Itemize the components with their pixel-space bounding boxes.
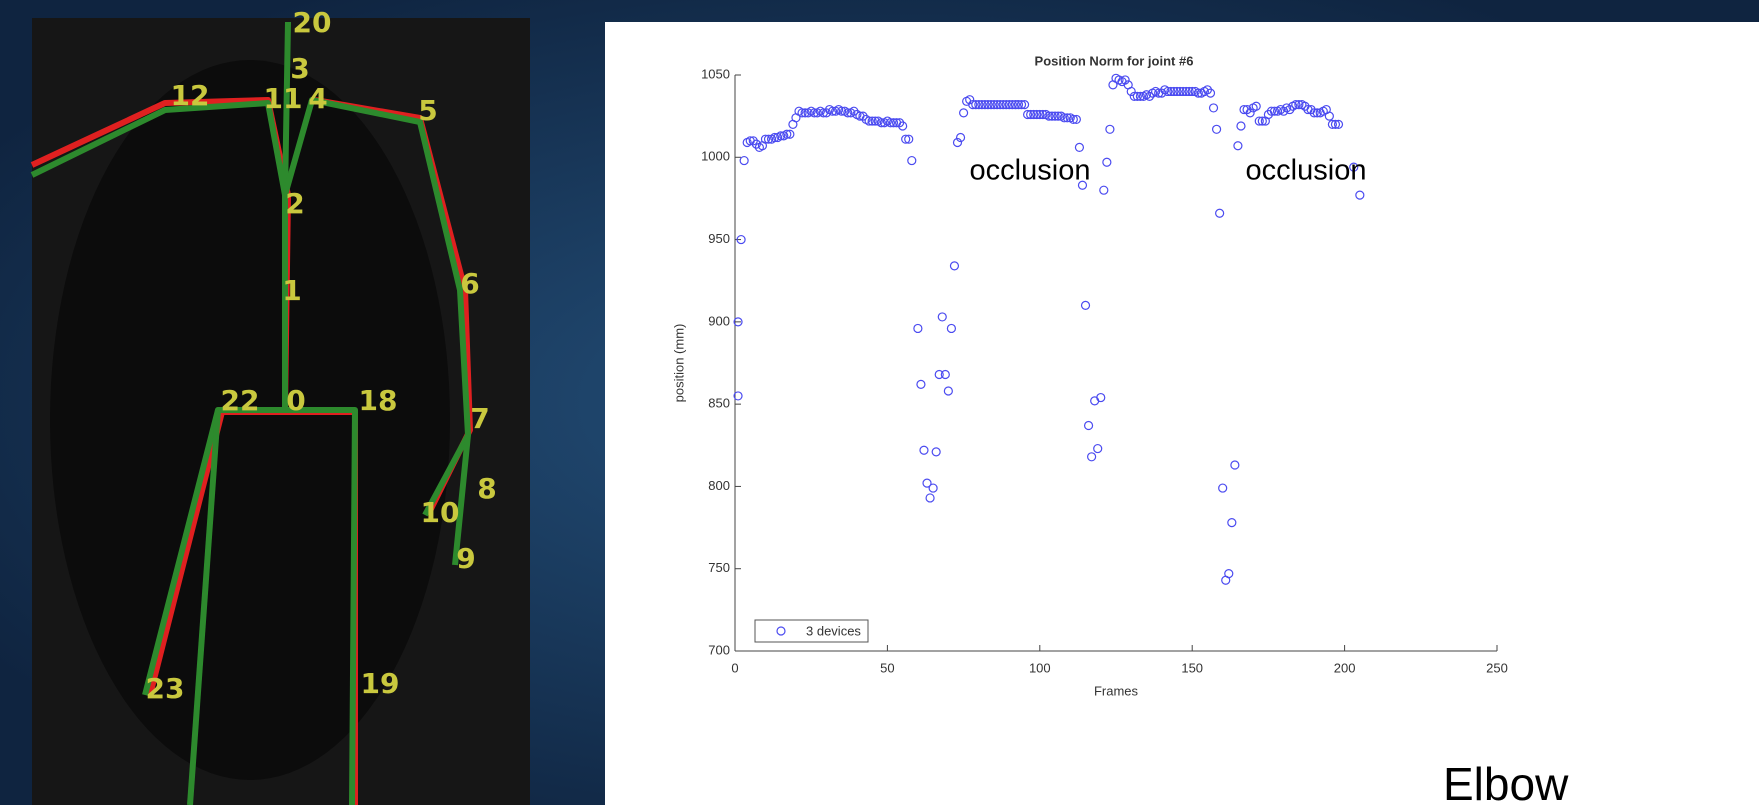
joint-label: 5 bbox=[418, 94, 437, 127]
y-tick-label: 900 bbox=[708, 313, 730, 328]
joint-label: 19 bbox=[361, 667, 400, 700]
y-tick-label: 700 bbox=[708, 642, 730, 657]
caption: Elbow bbox=[1443, 758, 1569, 805]
x-tick-label: 150 bbox=[1181, 660, 1203, 675]
x-tick-label: 50 bbox=[880, 660, 894, 675]
annotation: occlusion bbox=[970, 155, 1091, 187]
joint-label: 7 bbox=[470, 402, 489, 435]
joint-label: 1 bbox=[282, 274, 301, 307]
joint-label: 12 bbox=[171, 79, 210, 112]
y-tick-label: 850 bbox=[708, 396, 730, 411]
x-tick-label: 0 bbox=[731, 660, 738, 675]
y-tick-label: 750 bbox=[708, 560, 730, 575]
x-tick-label: 200 bbox=[1334, 660, 1356, 675]
joint-label: 23 bbox=[146, 672, 185, 705]
y-axis-label: position (mm) bbox=[671, 324, 686, 403]
joint-label: 0 bbox=[286, 384, 305, 417]
x-tick-label: 250 bbox=[1486, 660, 1508, 675]
joint-label: 9 bbox=[456, 542, 475, 575]
joint-label: 8 bbox=[477, 472, 496, 505]
page: 20 3 12 114 5 2 1 6 22 0 18 7 8 10 9 23 19 700 750 800 850 9… bbox=[0, 0, 1759, 805]
joint-label: 22 bbox=[221, 384, 260, 417]
y-tick-label: 950 bbox=[708, 231, 730, 246]
x-axis-label: Frames bbox=[1094, 683, 1139, 698]
y-tick-label: 1000 bbox=[701, 149, 730, 164]
y-tick-label: 800 bbox=[708, 478, 730, 493]
x-tick-label: 100 bbox=[1029, 660, 1051, 675]
slide: 20 3 12 114 5 2 1 6 22 0 18 7 8 10 9 23 19 700 750 800 850 9… bbox=[0, 0, 1759, 805]
annotation: occlusion bbox=[1246, 155, 1367, 187]
joint-label: 18 bbox=[359, 384, 398, 417]
joint-label: 4 bbox=[308, 82, 327, 115]
joint-label: 3 bbox=[290, 52, 309, 85]
chart-title: Position Norm for joint #6 bbox=[1035, 53, 1194, 68]
joint-label: 6 bbox=[460, 267, 479, 300]
joint-label: 2 bbox=[285, 187, 304, 220]
y-tick-label: 1050 bbox=[701, 66, 730, 81]
joint-label: 20 bbox=[293, 6, 332, 39]
joint-label: 10 bbox=[421, 496, 460, 529]
legend-label: 3 devices bbox=[806, 623, 861, 638]
joint-label: 11 bbox=[264, 82, 303, 115]
